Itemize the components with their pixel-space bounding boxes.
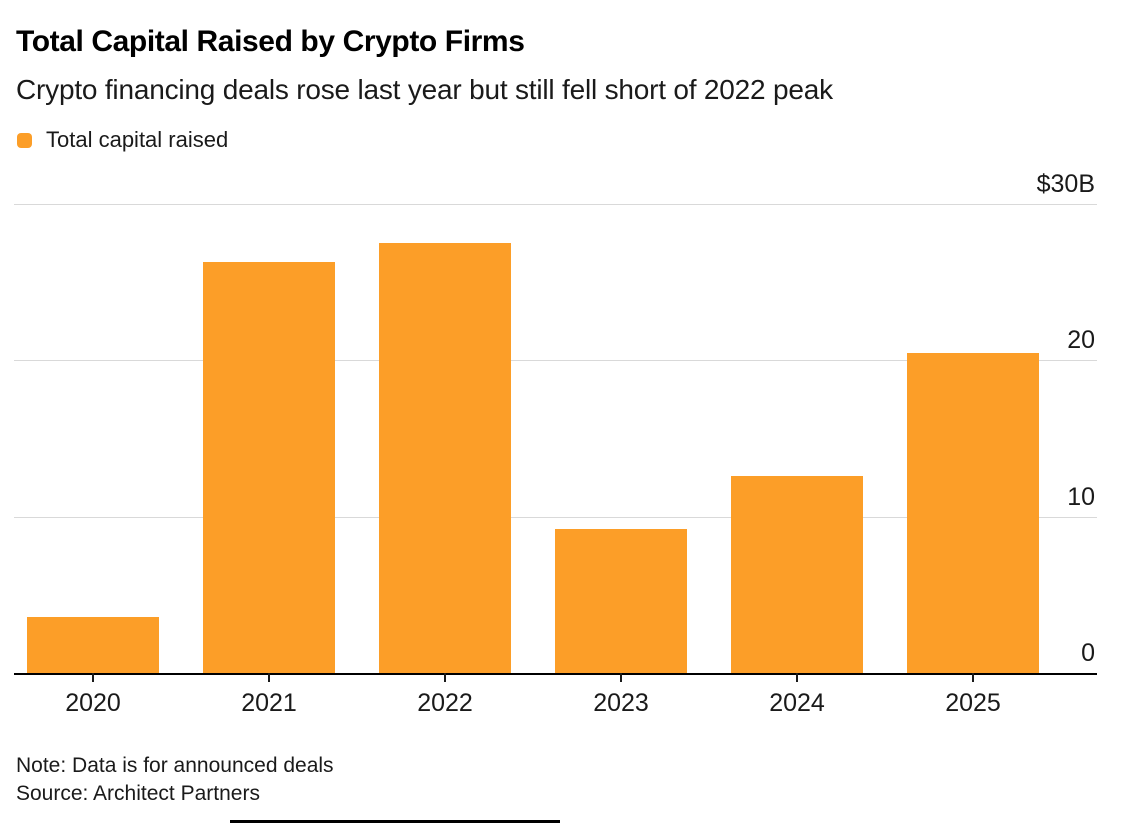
chart-footer: Note: Data is for announced deals Source… [16, 752, 334, 808]
footer-source: Source: Architect Partners [16, 782, 260, 805]
x-axis-label-2023: 2023 [593, 689, 649, 717]
y-axis-label-20: 20 [1067, 326, 1095, 355]
chart-subtitle: Crypto financing deals rose last year bu… [16, 74, 833, 105]
chart-title: Total Capital Raised by Crypto Firms [16, 25, 525, 58]
x-axis-tick-2020 [92, 673, 94, 682]
bar-2022 [379, 243, 511, 673]
gridline-20 [14, 360, 1097, 362]
x-axis-tick-2023 [620, 673, 622, 682]
footer-note: Note: Data is for announced deals [16, 754, 334, 777]
y-axis-label-30: $30B [1036, 170, 1095, 198]
x-axis-label-2021: 2021 [241, 689, 297, 717]
bar-2023 [555, 529, 687, 673]
x-axis-tick-2024 [796, 673, 798, 682]
gridline-10 [14, 516, 1097, 518]
y-axis-label-0: 0 [1081, 639, 1095, 667]
bar-2024 [731, 476, 863, 673]
y-axis-label-10: 10 [1067, 482, 1095, 511]
x-axis-label-2022: 2022 [417, 689, 473, 717]
legend-label: Total capital raised [46, 127, 229, 152]
legend-swatch-icon [17, 132, 32, 148]
x-axis-label-2020: 2020 [65, 689, 121, 717]
x-axis-tick-2022 [444, 673, 446, 682]
x-axis-tick-2021 [268, 673, 270, 682]
gridline-30 [14, 204, 1097, 205]
bar-2020 [27, 616, 159, 673]
legend: Total capital raised [17, 128, 228, 152]
x-axis-baseline [14, 673, 1097, 675]
x-axis-tick-2025 [972, 673, 974, 682]
bar-2021 [203, 261, 335, 673]
bar-2025 [907, 352, 1039, 673]
bottom-partial-bar [230, 820, 560, 823]
x-axis-label-2025: 2025 [945, 689, 1001, 717]
x-axis-label-2024: 2024 [769, 689, 825, 717]
